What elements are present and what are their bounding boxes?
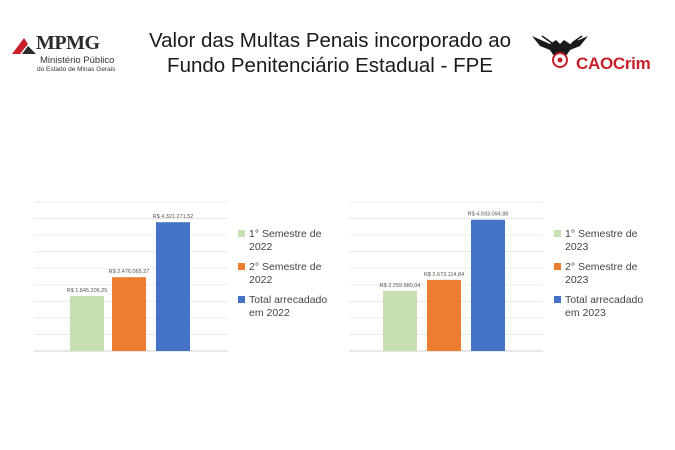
bar-first-semester — [383, 290, 417, 351]
data-label-first-semester: R$ 1.845.206,25 — [67, 288, 108, 294]
data-label-total: R$ 4.933.094,88 — [468, 212, 509, 218]
caocrim-logo-name: CAOCrim — [576, 54, 651, 73]
mpmg-logo-line1: Ministério Público — [40, 55, 115, 66]
mpmg-logo: MPMG Ministério Público do Estado de Min… — [10, 32, 130, 92]
legend-item-first-semester: 1° Semestre de 2023 — [554, 228, 654, 253]
legend-label-second-semester: 2° Semestre de 2022 — [249, 261, 322, 286]
mpmg-logo-line2: do Estado de Minas Gerais — [37, 66, 116, 73]
legend-label-total: Total arrecadado em 2023 — [565, 294, 644, 319]
chart-2022: R$ 1.845.206,25 R$ 2.476.065,27 R$ 4.321.2… — [28, 180, 348, 370]
bar-total — [471, 219, 505, 351]
chart-2023-legend: 1° Semestre de 2023 2° Semestre de 2023 … — [554, 228, 654, 327]
legend-label-first-semester: 1° Semestre de 2023 — [565, 228, 638, 253]
legend-label-first-semester: 1° Semestre de 2022 — [249, 228, 322, 253]
bar-second-semester — [112, 277, 146, 351]
legend-swatch-first-semester — [554, 230, 561, 237]
legend-label-second-semester: 2° Semestre de 2023 — [565, 261, 638, 286]
bar-first-semester — [70, 296, 104, 351]
page-title-line1: Valor das Multas Penais incorporado ao — [149, 29, 511, 52]
page-title-line2: Fundo Penitenciário Estadual - FPE — [167, 54, 493, 77]
legend-swatch-second-semester — [554, 263, 561, 270]
legend-swatch-total — [238, 296, 245, 303]
page-title: Valor das Multas Penais incorporado ao F… — [128, 28, 532, 78]
legend-item-second-semester: 2° Semestre de 2022 — [238, 261, 338, 286]
chart-2022-legend: 1° Semestre de 2022 2° Semestre de 2022 … — [238, 228, 338, 327]
legend-swatch-total — [554, 296, 561, 303]
legend-label-total: Total arrecadado em 2022 — [249, 294, 328, 319]
eagle-emblem-icon — [532, 35, 588, 68]
data-label-second-semester: R$ 2.673.114,84 — [424, 272, 464, 278]
legend-item-second-semester: 2° Semestre de 2023 — [554, 261, 654, 286]
legend-swatch-first-semester — [238, 230, 245, 237]
data-label-first-semester: R$ 2.259.980,04 — [380, 283, 421, 289]
chart-2022-plot: R$ 1.845.206,25 R$ 2.476.065,27 R$ 4.321.2… — [34, 201, 228, 352]
bar-second-semester — [427, 279, 461, 351]
mpmg-logo-name: MPMG — [36, 32, 100, 54]
legend-swatch-second-semester — [238, 263, 245, 270]
chart-2023: R$ 2.259.980,04 R$ 2.673.114,84 R$ 4.933.0… — [343, 180, 663, 370]
chart-2023-plot: R$ 2.259.980,04R$ 2.673.114,84 R$ 4.933.0… — [349, 201, 543, 352]
caocrim-logo: CAOCrim — [530, 30, 660, 75]
legend-item-total: Total arrecadado em 2023 — [554, 294, 654, 319]
data-label-second-semester: R$ 2.476.065,27 — [109, 269, 150, 275]
data-label-total: R$ 4.321.271,52 — [153, 214, 194, 220]
mpmg-logo-icon — [12, 38, 36, 54]
bar-total — [156, 222, 190, 351]
legend-item-total: Total arrecadado em 2022 — [238, 294, 338, 319]
legend-item-first-semester: 1° Semestre de 2022 — [238, 228, 338, 253]
